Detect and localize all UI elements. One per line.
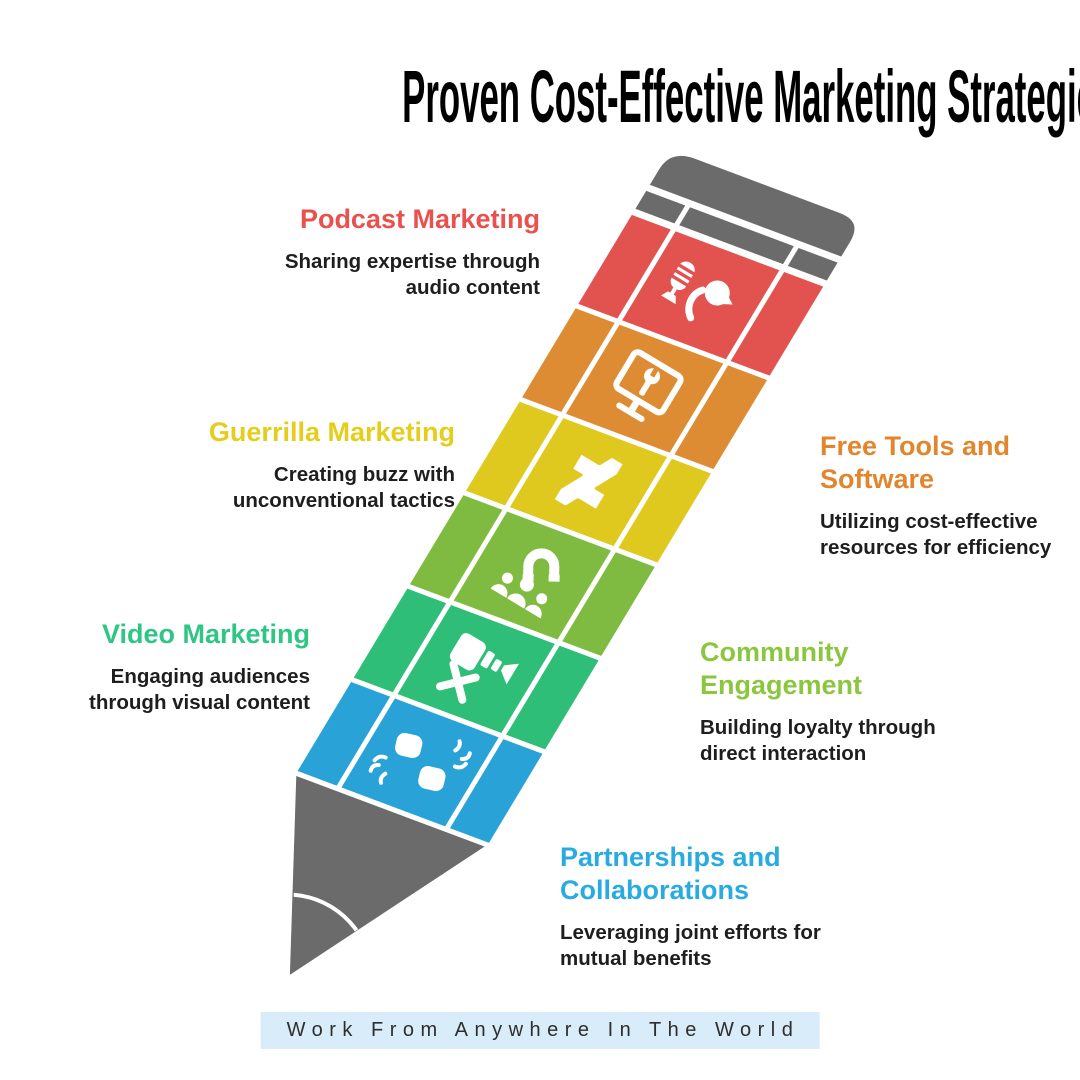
- strategy-description: Leveraging joint efforts for mutual bene…: [560, 920, 821, 970]
- strategy-description: Building loyalty through direct interact…: [700, 715, 936, 765]
- strategy-community-engagement: Community Engagement Building loyalty th…: [700, 636, 982, 767]
- strategy-description: Engaging audiences through visual conten…: [89, 664, 310, 714]
- pencil-tip: [284, 769, 493, 983]
- strategy-description: Utilizing cost-effective resources for e…: [820, 509, 1052, 559]
- strategy-guerrilla-marketing: Guerrilla Marketing Creating buzz with u…: [135, 416, 455, 514]
- page-title-text: Proven Cost-Effective Marketing Strategi…: [402, 55, 1080, 138]
- page-title: Proven Cost-Effective Marketing Strategi…: [0, 54, 1080, 139]
- strategy-podcast-marketing: Podcast Marketing Sharing expertise thro…: [220, 203, 540, 301]
- strategy-description: Sharing expertise through audio content: [284, 249, 540, 299]
- pencil-facet-line-left: [335, 202, 692, 790]
- monitor-wrench-icon: [613, 349, 684, 422]
- strategy-heading: Guerrilla Marketing: [208, 417, 455, 447]
- strategy-heading: Podcast Marketing: [299, 204, 540, 234]
- strategy-free-tools: Free Tools and Software Utilizing cost-e…: [820, 430, 1080, 561]
- strategy-description: Creating buzz with unconventional tactic…: [232, 462, 455, 512]
- strategy-partnerships: Partnerships and Collaborations Leveragi…: [560, 841, 872, 972]
- strategy-heading: Video Marketing: [101, 619, 310, 649]
- fist-bump-icon: [368, 732, 472, 792]
- lightning-bolt-icon: [554, 454, 623, 509]
- magnet-people-icon: [490, 548, 560, 619]
- strategy-heading: Community Engagement: [700, 637, 863, 700]
- strategy-heading: Free Tools and Software: [820, 431, 1011, 494]
- pencil-facet-line-right: [444, 243, 800, 831]
- microphone-icon: [661, 261, 733, 322]
- strategy-video-marketing: Video Marketing Engaging audiences throu…: [30, 618, 310, 716]
- footer-banner: Work From Anywhere In The World: [260, 1012, 820, 1049]
- strategy-heading: Partnerships and Collaborations: [560, 842, 781, 905]
- pencil-eraser: [643, 150, 860, 263]
- video-camera-icon: [436, 633, 519, 704]
